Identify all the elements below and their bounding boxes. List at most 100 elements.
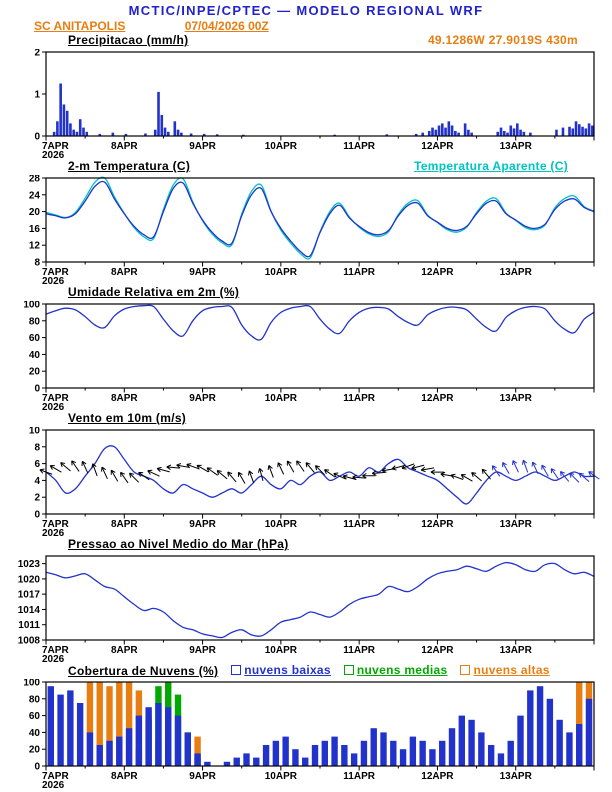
svg-text:9APR: 9APR bbox=[189, 771, 216, 782]
svg-text:8APR: 8APR bbox=[111, 267, 138, 278]
svg-text:11APR: 11APR bbox=[343, 645, 375, 656]
svg-text:9APR: 9APR bbox=[189, 141, 216, 152]
svg-text:8APR: 8APR bbox=[111, 519, 138, 530]
temp-block: 2-m Temperatura (C) Temperatura Aparente… bbox=[0, 159, 612, 285]
precip-block: Precipitacao (mm/h) 49.1286W 27.9019S 43… bbox=[0, 33, 612, 159]
svg-text:11APR: 11APR bbox=[343, 141, 375, 152]
press-title-row: Pressao ao Nivel Medio do Mar (hPa) bbox=[0, 537, 612, 553]
svg-text:8APR: 8APR bbox=[111, 141, 138, 152]
header-subrow: SC ANITAPOLIS 07/04/2026 00Z bbox=[0, 19, 612, 33]
nuvens-baixas-label: nuvens baixas bbox=[244, 663, 331, 677]
svg-text:10APR: 10APR bbox=[265, 771, 298, 782]
station-name: SC ANITAPOLIS bbox=[34, 19, 126, 33]
press-title: Pressao ao Nivel Medio do Mar (hPa) bbox=[68, 537, 289, 551]
svg-text:7APR: 7APR bbox=[42, 393, 69, 404]
apparent-temp-label: Temperatura Aparente (C) bbox=[414, 159, 568, 173]
nuvens-baixas-swatch bbox=[231, 665, 242, 675]
svg-text:100: 100 bbox=[23, 301, 40, 311]
svg-text:80: 80 bbox=[29, 694, 41, 705]
svg-text:60: 60 bbox=[29, 711, 41, 722]
precip-title: Precipitacao (mm/h) bbox=[68, 33, 189, 47]
svg-text:1014: 1014 bbox=[18, 605, 41, 616]
svg-text:100: 100 bbox=[23, 679, 40, 689]
svg-text:1020: 1020 bbox=[18, 574, 41, 585]
svg-text:0: 0 bbox=[34, 384, 40, 395]
svg-text:9APR: 9APR bbox=[189, 267, 216, 278]
model-title: MCTIC/INPE/CPTEC — MODELO REGIONAL WRF bbox=[128, 3, 484, 18]
svg-text:7APR: 7APR bbox=[42, 519, 69, 530]
svg-text:10APR: 10APR bbox=[265, 393, 298, 404]
svg-text:2026: 2026 bbox=[42, 402, 65, 411]
svg-text:40: 40 bbox=[29, 728, 41, 739]
page-header: MCTIC/INPE/CPTEC — MODELO REGIONAL WRF S… bbox=[0, 0, 612, 33]
press-block: Pressao ao Nivel Medio do Mar (hPa) 1008… bbox=[0, 537, 612, 663]
svg-text:2026: 2026 bbox=[42, 654, 65, 663]
svg-text:12: 12 bbox=[29, 241, 41, 252]
legend-nuvens-baixas: nuvens baixas bbox=[231, 663, 331, 677]
svg-text:12APR: 12APR bbox=[421, 645, 454, 656]
svg-text:8APR: 8APR bbox=[111, 393, 138, 404]
wind-title-row: Vento em 10m (m/s) bbox=[0, 411, 612, 427]
clouds-title-row: Cobertura de Nuvens (%) nuvens baixas nu… bbox=[0, 663, 612, 679]
svg-text:1008: 1008 bbox=[18, 636, 41, 647]
svg-text:11APR: 11APR bbox=[343, 267, 375, 278]
svg-text:7APR: 7APR bbox=[42, 645, 69, 656]
svg-text:20: 20 bbox=[29, 207, 41, 218]
svg-text:8APR: 8APR bbox=[111, 771, 138, 782]
nuvens-altas-label: nuvens altas bbox=[473, 663, 550, 677]
coords-label: 49.1286W 27.9019S 430m bbox=[427, 33, 578, 47]
svg-text:1023: 1023 bbox=[18, 559, 41, 570]
svg-text:10APR: 10APR bbox=[265, 141, 298, 152]
svg-text:11APR: 11APR bbox=[343, 519, 375, 530]
temp-title-row: 2-m Temperatura (C) Temperatura Aparente… bbox=[0, 159, 612, 175]
svg-text:7APR: 7APR bbox=[42, 267, 69, 278]
svg-text:4: 4 bbox=[34, 476, 40, 487]
svg-text:2: 2 bbox=[34, 493, 40, 504]
wind-block: Vento em 10m (m/s) 0 2 4 6 8 10 7APR 2026 8APR 9A… bbox=[0, 411, 612, 537]
svg-text:6: 6 bbox=[34, 459, 40, 470]
svg-text:2026: 2026 bbox=[42, 780, 65, 789]
svg-text:12APR: 12APR bbox=[421, 393, 454, 404]
svg-text:13APR: 13APR bbox=[500, 645, 533, 656]
svg-text:1017: 1017 bbox=[18, 590, 41, 601]
nuvens-medias-label: nuvens medias bbox=[356, 663, 448, 677]
svg-text:20: 20 bbox=[29, 745, 41, 756]
svg-text:28: 28 bbox=[29, 175, 41, 185]
svg-text:24: 24 bbox=[29, 190, 41, 201]
temp-title: 2-m Temperatura (C) bbox=[68, 159, 191, 173]
svg-text:2026: 2026 bbox=[42, 150, 65, 159]
svg-text:0: 0 bbox=[34, 510, 40, 521]
svg-text:13APR: 13APR bbox=[500, 771, 533, 782]
wind-title: Vento em 10m (m/s) bbox=[68, 411, 187, 425]
precip-title-row: Precipitacao (mm/h) 49.1286W 27.9019S 43… bbox=[0, 33, 612, 49]
svg-text:8APR: 8APR bbox=[111, 645, 138, 656]
svg-text:8: 8 bbox=[34, 442, 40, 453]
svg-text:11APR: 11APR bbox=[343, 393, 375, 404]
svg-text:2: 2 bbox=[34, 49, 40, 59]
svg-text:10APR: 10APR bbox=[265, 267, 298, 278]
svg-text:9APR: 9APR bbox=[189, 645, 216, 656]
svg-text:80: 80 bbox=[29, 316, 41, 327]
legend-nuvens-altas: nuvens altas bbox=[460, 663, 549, 677]
svg-text:10: 10 bbox=[29, 427, 41, 437]
svg-text:12APR: 12APR bbox=[421, 771, 454, 782]
svg-text:9APR: 9APR bbox=[189, 519, 216, 530]
clouds-title: Cobertura de Nuvens (%) bbox=[68, 664, 219, 678]
svg-text:7APR: 7APR bbox=[42, 771, 69, 782]
clouds-block: Cobertura de Nuvens (%) nuvens baixas nu… bbox=[0, 663, 612, 789]
svg-text:11APR: 11APR bbox=[343, 771, 375, 782]
svg-text:20: 20 bbox=[29, 367, 41, 378]
nuvens-altas-swatch bbox=[460, 665, 471, 675]
svg-text:13APR: 13APR bbox=[500, 141, 533, 152]
humid-block: Umidade Relativa em 2m (%) 0 20 40 60 80 100 7… bbox=[0, 285, 612, 411]
svg-text:12APR: 12APR bbox=[421, 519, 454, 530]
humid-title: Umidade Relativa em 2m (%) bbox=[68, 285, 240, 299]
svg-text:13APR: 13APR bbox=[500, 519, 533, 530]
svg-text:13APR: 13APR bbox=[500, 267, 533, 278]
